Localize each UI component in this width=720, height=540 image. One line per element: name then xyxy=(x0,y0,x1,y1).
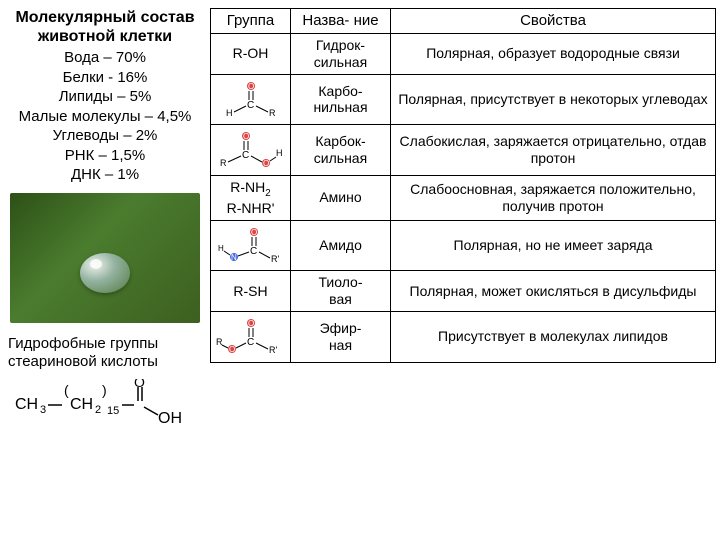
cell-group: R-OH xyxy=(211,34,291,75)
cell-group: R-NH2 R-NHR' xyxy=(211,176,291,220)
cell-group: R-SH xyxy=(211,271,291,312)
svg-text:R': R' xyxy=(269,345,277,355)
right-column: Группа Назва- ние Свойства R-OHГидрок- с… xyxy=(210,0,720,540)
cell-group: OCORR' xyxy=(211,311,291,362)
svg-text:C: C xyxy=(242,150,249,161)
table-header-row: Группа Назва- ние Свойства xyxy=(211,9,716,34)
svg-text:R: R xyxy=(269,108,276,118)
cell-name: Эфир- ная xyxy=(291,311,391,362)
cell-name: Амидо xyxy=(291,220,391,271)
svg-text:C: C xyxy=(250,246,257,257)
comp-dna: ДНК – 1% xyxy=(4,165,206,185)
svg-text:CH: CH xyxy=(70,396,93,413)
header-group: Группа xyxy=(211,9,291,34)
svg-text:R: R xyxy=(216,337,223,347)
composition-list: Вода – 70% Белки - 16% Липиды – 5% Малые… xyxy=(4,48,206,185)
svg-text:CH: CH xyxy=(15,396,38,413)
cell-props: Присутствует в молекулах липидов xyxy=(391,311,716,362)
cell-props: Полярная, но не имеет заряда xyxy=(391,220,716,271)
title: Молекулярный состав животной клетки xyxy=(4,8,206,46)
svg-text:H: H xyxy=(218,244,224,253)
cell-name: Гидрок- сильная xyxy=(291,34,391,75)
cell-name: Тиоло- вая xyxy=(291,271,391,312)
svg-text:(: ( xyxy=(64,382,69,398)
svg-text:C: C xyxy=(247,337,254,348)
cell-props: Полярная, образует водородные связи xyxy=(391,34,716,75)
cell-name: Амино xyxy=(291,176,391,220)
svg-text:3: 3 xyxy=(40,404,46,416)
svg-text:O: O xyxy=(243,132,249,141)
cell-props: Слабокислая, заряжается отрицательно, от… xyxy=(391,125,716,176)
svg-text:O: O xyxy=(229,345,235,354)
cell-group: OC H R xyxy=(211,74,291,125)
table-body: R-OHГидрок- сильнаяПолярная, образует во… xyxy=(211,34,716,363)
svg-text:R: R xyxy=(220,158,227,168)
table-row: R-OHГидрок- сильнаяПолярная, образует во… xyxy=(211,34,716,75)
svg-text:O: O xyxy=(248,82,254,91)
leaf-photo xyxy=(10,193,200,323)
functional-groups-table: Группа Назва- ние Свойства R-OHГидрок- с… xyxy=(210,8,716,363)
cell-props: Полярная, присутствует в некоторых углев… xyxy=(391,74,716,125)
svg-text:O: O xyxy=(251,228,257,237)
cell-group: OCROH xyxy=(211,125,291,176)
table-row: OC H R Карбо- нильнаяПолярная, присутствует… xyxy=(211,74,716,125)
hydrophobic-label: Гидрофобные группы стеариновой кислоты xyxy=(4,335,206,371)
svg-text:N: N xyxy=(231,253,237,262)
table-row: R-NH2 R-NHR'АминоСлабоосновная, заряжает… xyxy=(211,176,716,220)
comp-rna: РНК – 1,5% xyxy=(4,146,206,166)
comp-lipids: Липиды – 5% xyxy=(4,87,206,107)
svg-text:R': R' xyxy=(271,254,279,264)
cell-group: OC NH R' xyxy=(211,220,291,271)
table-row: OCROHКарбок- сильнаяСлабокислая, заряжае… xyxy=(211,125,716,176)
svg-text:H: H xyxy=(276,148,283,158)
header-name: Назва- ние xyxy=(291,9,391,34)
table-row: R-SHТиоло- ваяПолярная, может окисляться… xyxy=(211,271,716,312)
comp-carbs: Углеводы – 2% xyxy=(4,126,206,146)
svg-text:O: O xyxy=(134,379,145,390)
svg-text:O: O xyxy=(263,159,269,168)
header-props: Свойства xyxy=(391,9,716,34)
table-row: OC NH R' АмидоПолярная, но не имеет заряда xyxy=(211,220,716,271)
svg-text:2: 2 xyxy=(95,404,101,416)
left-column: Молекулярный состав животной клетки Вода… xyxy=(0,0,210,540)
svg-text:H: H xyxy=(226,108,233,118)
table-row: OCORR'Эфир- наяПрисутствует в молекулах … xyxy=(211,311,716,362)
svg-text:OH: OH xyxy=(158,410,182,427)
svg-text:): ) xyxy=(102,382,107,398)
comp-water: Вода – 70% xyxy=(4,48,206,68)
comp-small: Малые молекулы – 4,5% xyxy=(4,107,206,127)
svg-text:15: 15 xyxy=(107,405,119,417)
water-droplet-icon xyxy=(80,253,130,293)
cell-name: Карбок- сильная xyxy=(291,125,391,176)
comp-proteins: Белки - 16% xyxy=(4,68,206,88)
cell-props: Полярная, может окисляться в дисульфиды xyxy=(391,271,716,312)
cell-props: Слабоосновная, заряжается положительно, … xyxy=(391,176,716,220)
cell-name: Карбо- нильная xyxy=(291,74,391,125)
svg-text:C: C xyxy=(247,100,254,111)
stearic-formula: CH 3 ( CH 2 ) 15 O OH xyxy=(10,379,200,429)
svg-text:O: O xyxy=(248,319,254,328)
